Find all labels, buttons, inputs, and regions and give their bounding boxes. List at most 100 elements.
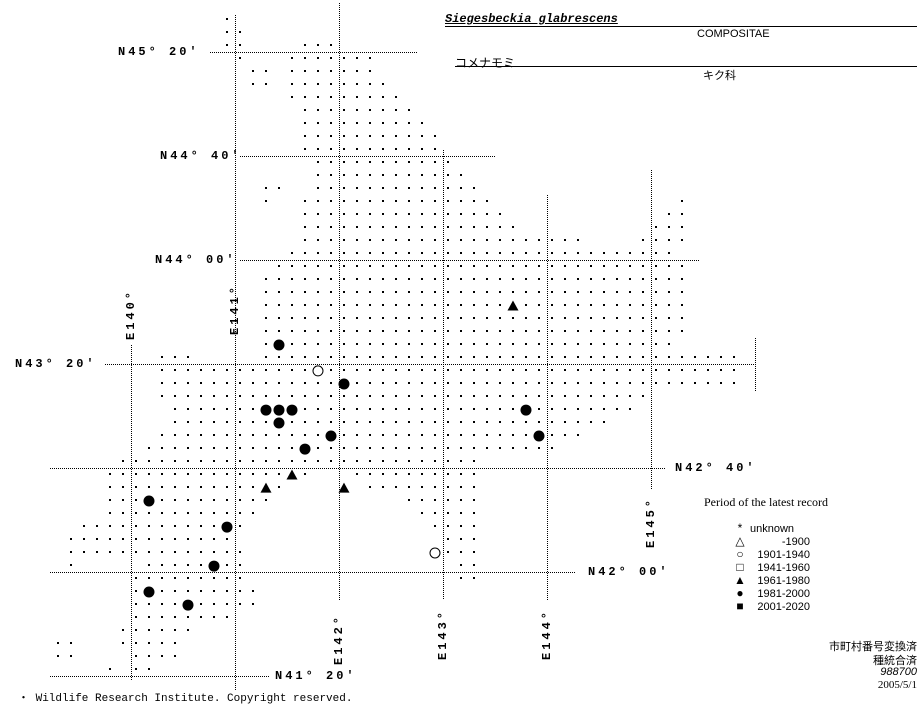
grid-dot [239,57,241,59]
grid-dot [434,135,436,137]
grid-dot [382,291,384,293]
grid-dot [213,460,215,462]
grid-dot [382,148,384,150]
open-circle-marker [312,365,324,377]
grid-dot [252,70,254,72]
grid-dot [226,44,228,46]
grid-dot [226,473,228,475]
grid-dot [486,421,488,423]
grid-dot [447,252,449,254]
grid-dot [161,590,163,592]
grid-dot [330,148,332,150]
grid-dot [369,265,371,267]
grid-dot [109,486,111,488]
grid-dot [421,252,423,254]
grid-dot [486,317,488,319]
grid-dot [525,239,527,241]
grid-dot [473,330,475,332]
grid-dot [707,369,709,371]
grid-dot [460,408,462,410]
grid-dot [135,603,137,605]
grid-dot [499,213,501,215]
grid-dot [343,408,345,410]
grid-dot [512,421,514,423]
filled-circle-marker [273,417,285,429]
grid-dot [291,330,293,332]
grid-dot [317,252,319,254]
grid-dot [434,369,436,371]
grid-dot [564,278,566,280]
grid-dot [421,408,423,410]
grid-dot [681,226,683,228]
grid-dot [343,421,345,423]
grid-dot [499,447,501,449]
grid-dot [382,343,384,345]
grid-dot [265,499,267,501]
grid-dot [486,382,488,384]
grid-dot [499,408,501,410]
grid-dot [408,161,410,163]
grid-dot [460,421,462,423]
grid-dot [395,330,397,332]
grid-dot [473,434,475,436]
grid-dot [421,161,423,163]
grid-dot [421,447,423,449]
grid-dot [525,291,527,293]
grid-dot [603,265,605,267]
grid-dot [447,239,449,241]
grid-dot [356,187,358,189]
grid-dot [213,486,215,488]
grid-dot [642,252,644,254]
lat-label-44-40: N44° 40′ [160,149,242,163]
grid-dot [122,629,124,631]
grid-dot [382,447,384,449]
grid-dot [447,356,449,358]
grid-dot [616,252,618,254]
grid-dot [512,265,514,267]
grid-dot [252,83,254,85]
grid-dot [239,577,241,579]
grid-dot [668,278,670,280]
grid-dot [356,226,358,228]
grid-dot [135,616,137,618]
record-markers [143,300,545,611]
grid-dot [538,265,540,267]
grid-dot [395,486,397,488]
grid-dot [447,174,449,176]
grid-dot [278,382,280,384]
grid-dot [421,213,423,215]
grid-dot [70,551,72,553]
legend-item-open-square: □ 1941-1960 [730,561,810,575]
grid-dot [603,330,605,332]
grid-dot [486,395,488,397]
grid-dot [161,460,163,462]
grid-dot [304,148,306,150]
grid-dot [460,174,462,176]
legend-item-asterisk: * unknown [730,521,810,536]
grid-dot [369,486,371,488]
asterisk-icon: * [737,521,743,535]
grid-dot [187,512,189,514]
grid-dot [473,421,475,423]
grid-dot [525,395,527,397]
grid-dot [187,395,189,397]
grid-dot [707,382,709,384]
filled-circle-marker [286,404,298,416]
grid-dot [369,148,371,150]
grid-dot [213,538,215,540]
grid-dot [291,356,293,358]
legend-item-filled-triangle: ▲ 1961-1980 [730,574,810,588]
grid-dot [486,265,488,267]
grid-dot [642,239,644,241]
grid-dot [252,512,254,514]
grid-dot [304,122,306,124]
grid-dot [135,577,137,579]
grid-dot [135,460,137,462]
grid-dot [265,304,267,306]
grid-dot [174,629,176,631]
grid-dot [447,525,449,527]
grid-dot [122,486,124,488]
grid-dot [642,382,644,384]
grid-dot [525,382,527,384]
grid-dot [460,278,462,280]
